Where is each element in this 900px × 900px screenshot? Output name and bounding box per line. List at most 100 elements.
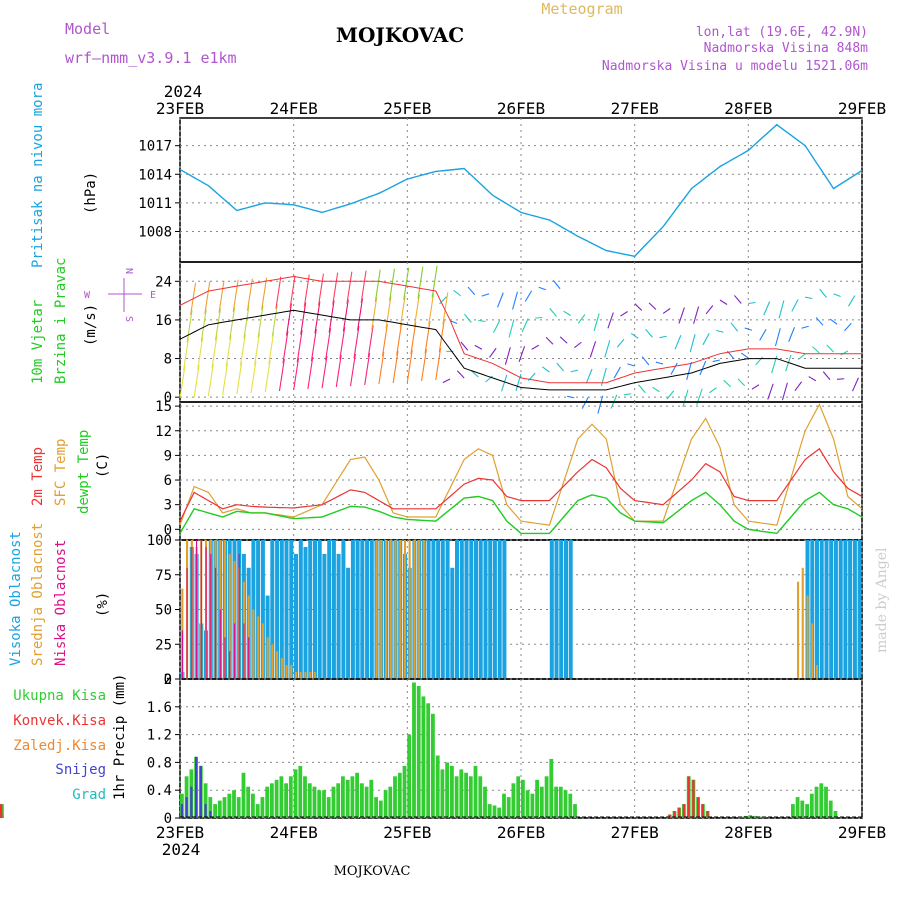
precip-bar <box>814 786 819 818</box>
wind-barb <box>545 336 554 345</box>
wind-barb <box>797 353 806 360</box>
cloud-bar <box>559 540 564 679</box>
compass-s: S <box>123 316 134 322</box>
wind-barb <box>607 312 614 329</box>
wind-barb <box>574 341 582 349</box>
wind-barb <box>737 378 746 387</box>
wind-barb <box>577 314 586 324</box>
wind-barb <box>674 335 682 350</box>
cloud-bar <box>389 540 392 679</box>
wind-barb <box>686 361 693 380</box>
precip-bar <box>516 776 521 818</box>
cloud-bar <box>385 540 388 679</box>
wind-barb <box>801 325 809 329</box>
wind-barb <box>641 356 650 366</box>
cloud-bar <box>483 540 488 679</box>
wind-barb <box>200 309 207 342</box>
year-label-top: 2024 <box>164 82 203 101</box>
wind-barb <box>512 291 518 310</box>
y-tick-label: 16 <box>155 313 172 329</box>
elevation-label: Nadmorska Visina 848m <box>704 41 869 56</box>
cloud-bar <box>857 540 862 679</box>
wind-barb <box>840 350 849 356</box>
cloud-bar <box>488 540 493 679</box>
precip-bar <box>706 811 709 818</box>
wind-barb <box>282 331 289 364</box>
precip-bar <box>819 783 824 819</box>
precip-bar <box>525 790 530 818</box>
wind-barb <box>403 267 410 300</box>
wind-barb <box>804 296 813 300</box>
precip-bar <box>378 800 383 818</box>
wind-barb <box>712 359 721 363</box>
wind-barb <box>360 270 367 303</box>
cloud-bar <box>223 540 226 679</box>
cloud-bar <box>848 540 853 679</box>
precip-bar <box>497 807 502 818</box>
cloud-bar <box>294 553 298 679</box>
y-tick-label: 1008 <box>138 224 172 240</box>
cloud-bar <box>219 609 221 679</box>
precip-bar <box>374 797 378 818</box>
y-tick-label: 8 <box>164 352 172 368</box>
wind-barb <box>751 384 760 390</box>
y-tick-label: 25 <box>155 637 172 653</box>
cloud-bar <box>413 540 416 679</box>
wind-barb <box>314 301 321 334</box>
precip-bar <box>668 814 671 818</box>
wind-barb <box>627 363 635 367</box>
top-date-tick-label: 24FEB <box>270 99 318 118</box>
wind-barb <box>518 346 526 362</box>
precip-bar <box>805 804 809 818</box>
wind-barb <box>709 387 717 394</box>
wind-barb <box>325 328 332 361</box>
cloud-bar <box>243 623 245 679</box>
top-date-axis: 23FEB 24FEB 25FEB 26FEB 27FEB 28FEB 29FEB <box>156 99 886 118</box>
wind-barb <box>597 395 604 414</box>
wind-unit: (m/s) <box>83 304 99 346</box>
wind-barb <box>335 354 342 388</box>
cloud-bar <box>815 665 818 679</box>
cloud-bar <box>331 540 336 679</box>
wind-barb <box>481 293 490 297</box>
precip-bar <box>0 804 3 818</box>
cloud-bar <box>298 540 303 679</box>
model-label: Model <box>65 20 110 38</box>
wind-barb <box>645 328 653 338</box>
cloud-bar <box>341 540 346 679</box>
precip-bar <box>195 756 198 818</box>
y-tick-label: 0 <box>164 811 172 827</box>
wind-barb <box>275 276 282 309</box>
cloud-bar <box>280 658 283 679</box>
precip-bar <box>800 800 805 818</box>
wind-barb <box>371 297 378 330</box>
wind-barb <box>460 341 469 351</box>
precip-bar <box>478 776 483 818</box>
wind-barb <box>837 378 845 380</box>
mid-cloud-ylabel: Srednja Oblacnost <box>30 523 46 666</box>
precip-bar <box>833 811 838 818</box>
precip-bar <box>255 804 260 818</box>
wind-barb <box>655 361 664 365</box>
wind-barb <box>420 348 427 382</box>
coords-label: lon,lat (19.6E, 42.9N) <box>696 25 868 40</box>
cloud-bar <box>346 567 351 679</box>
cloud-bar <box>224 637 226 679</box>
wind-barb <box>538 286 547 291</box>
precip-bar <box>355 772 359 818</box>
precip-bar <box>341 776 345 818</box>
precip-bar <box>549 758 554 818</box>
precip-bar <box>687 776 690 818</box>
model-elevation-label: Nadmorska Visina u modelu 1521.06m <box>602 59 868 74</box>
cloud-bar <box>271 644 274 680</box>
precip-bar <box>468 776 473 818</box>
precip-bar <box>464 772 468 818</box>
top-date-tick-label: 26FEB <box>497 99 545 118</box>
wind-barb <box>438 320 445 353</box>
wind-barb <box>699 360 707 376</box>
wind-barb <box>716 329 724 333</box>
compass-n: N <box>123 268 134 274</box>
pressure-line <box>179 123 863 258</box>
wind-barb <box>239 334 246 367</box>
